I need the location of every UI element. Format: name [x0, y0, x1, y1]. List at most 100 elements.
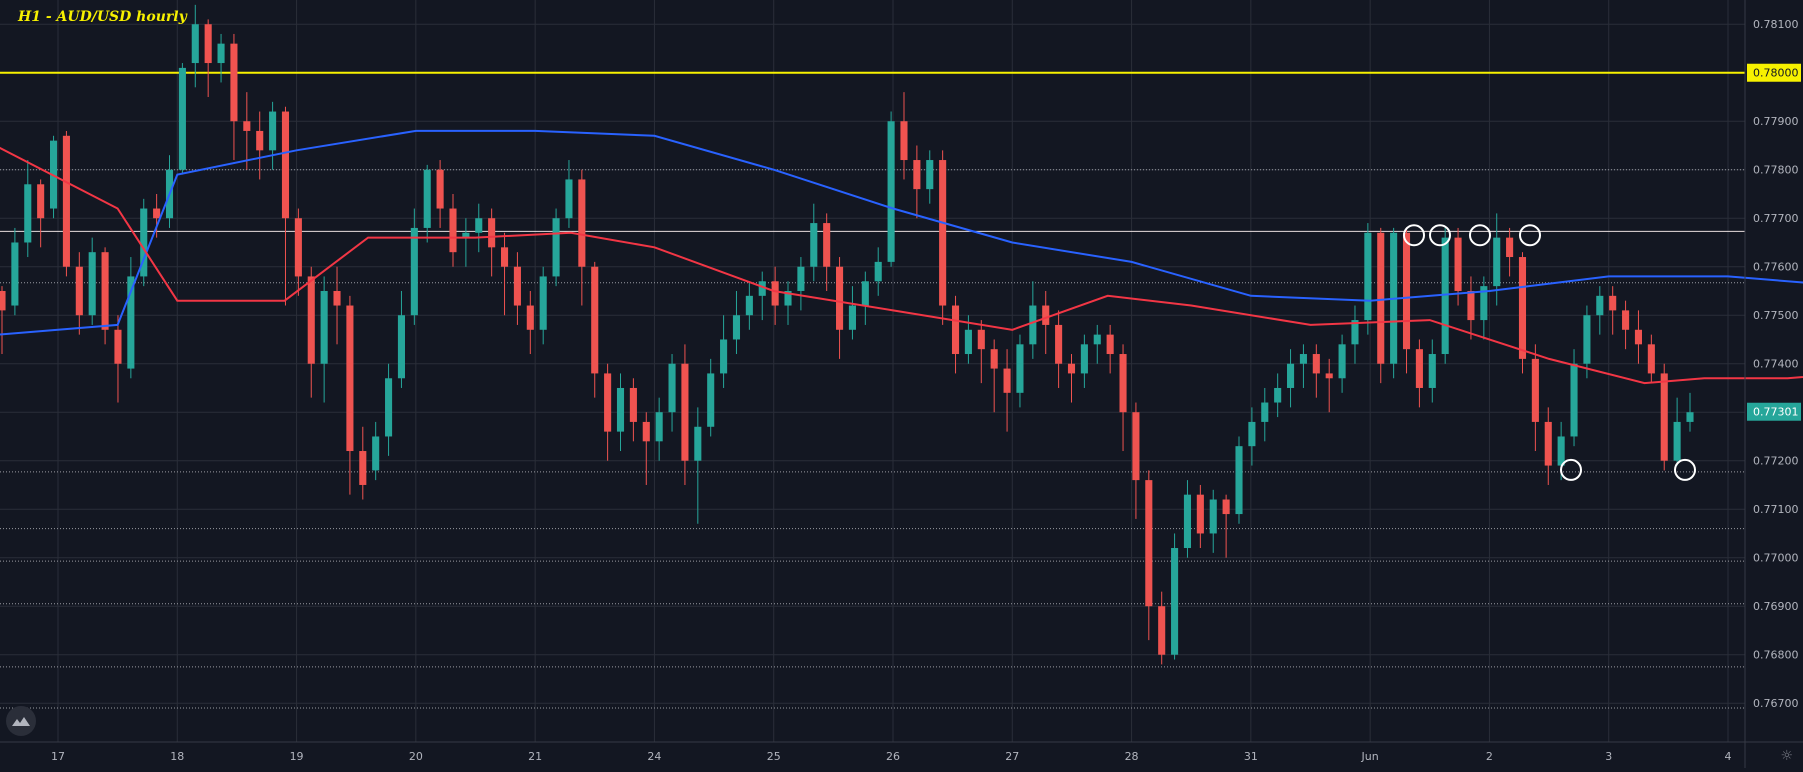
price-tick-label: 0.76800: [1753, 649, 1799, 662]
candle-up: [1351, 320, 1359, 345]
candle-up: [1183, 494, 1192, 549]
candle-down: [294, 218, 302, 277]
candle-down: [1660, 373, 1668, 461]
time-tick-label: 21: [528, 750, 542, 763]
candle-up: [926, 160, 934, 190]
candle-down: [1312, 354, 1320, 374]
candle-up: [1029, 305, 1037, 345]
candle-up: [552, 218, 560, 277]
candle-down: [1067, 363, 1076, 374]
candle-up: [720, 339, 728, 374]
time-tick-label: 27: [1005, 750, 1019, 763]
candle-down: [1222, 499, 1230, 515]
candle-down: [1196, 494, 1204, 534]
time-tick-label: 3: [1605, 750, 1612, 763]
candle-down: [101, 252, 109, 330]
candle-up: [848, 305, 856, 330]
candle-down: [75, 266, 83, 316]
time-axis[interactable]: 17 18 19 20 21 24 25 26 27 28 31 Jun 2 3 4: [0, 741, 1803, 763]
candle-up: [1686, 412, 1694, 422]
candle-down: [204, 24, 212, 64]
candle-down: [604, 373, 612, 432]
price-tick-label: 0.77600: [1753, 261, 1799, 274]
candle-down: [436, 169, 444, 209]
candle-up: [462, 232, 470, 238]
candle-down: [823, 223, 831, 267]
candle-down: [346, 305, 354, 452]
price-tick-label: 0.77400: [1753, 358, 1799, 371]
candle-up: [475, 218, 483, 233]
price-tick-label: 0.76700: [1753, 697, 1799, 710]
markers: [1403, 224, 1696, 481]
time-tick-label: Jun: [1361, 750, 1379, 763]
candle-down: [1132, 412, 1140, 481]
candle-down: [1106, 334, 1114, 355]
candle-down: [771, 281, 779, 306]
candle-up: [539, 276, 547, 330]
candle-up: [797, 266, 805, 291]
bottom-marker-circle: [1674, 458, 1696, 481]
candle-up: [1016, 344, 1024, 393]
candle-down: [1415, 349, 1423, 388]
candle-down: [1647, 344, 1655, 374]
top-marker-circle: [1519, 224, 1541, 247]
candle-down: [243, 121, 251, 131]
candle-down: [1622, 310, 1630, 330]
time-tick-label: 20: [409, 750, 423, 763]
candle-up: [24, 184, 32, 243]
candle-up: [810, 223, 818, 267]
candles: [0, 4, 1694, 665]
candle-down: [836, 266, 844, 330]
candle-up: [1493, 237, 1501, 287]
candle-up: [1248, 421, 1256, 447]
candle-down: [1609, 295, 1617, 311]
top-marker-circle: [1429, 224, 1451, 247]
candle-up: [694, 426, 702, 461]
price-tick-label: 0.77700: [1753, 212, 1799, 225]
candle-down: [256, 130, 264, 151]
candle-down: [37, 184, 45, 219]
candle-down: [1003, 368, 1011, 393]
candle-up: [11, 242, 19, 306]
candle-up: [874, 261, 882, 282]
candle-up: [1441, 237, 1449, 355]
candle-down: [900, 121, 908, 161]
candle-down: [1325, 373, 1333, 379]
gear-icon[interactable]: ☼: [1780, 748, 1793, 764]
candle-down: [281, 111, 290, 219]
price-axis[interactable]: 0.78100 0.78000 0.77900 0.77800 0.77700 0.776…: [1744, 0, 1801, 768]
candle-up: [191, 24, 199, 64]
time-tick-label: 28: [1125, 750, 1139, 763]
candle-down: [1634, 329, 1643, 345]
candle-down: [114, 329, 122, 364]
candle-up: [745, 295, 753, 316]
candle-down: [153, 208, 161, 219]
candle-down: [1402, 232, 1411, 350]
tradingview-logo-icon[interactable]: [6, 706, 36, 736]
candle-down: [1377, 232, 1385, 364]
candle-down: [1506, 237, 1514, 258]
candle-down: [1531, 358, 1539, 422]
candle-up: [127, 276, 135, 369]
candle-down: [1454, 237, 1462, 291]
candle-up: [1171, 548, 1179, 655]
last-price-badge: [1747, 402, 1801, 421]
moving-average-red: [0, 146, 1803, 385]
candle-down: [333, 290, 341, 306]
candle-down: [359, 451, 367, 485]
candle-up: [1583, 315, 1591, 364]
candle-up: [372, 436, 380, 471]
price-tick-label: 0.76900: [1753, 600, 1799, 613]
top-marker-circle: [1403, 224, 1425, 247]
candle-up: [1080, 344, 1088, 374]
candle-down: [951, 305, 960, 355]
price-tick-label: 0.77100: [1753, 503, 1799, 516]
candle-up: [1209, 499, 1217, 534]
candle-up: [1235, 446, 1243, 515]
candle-down: [62, 135, 70, 267]
candle-up: [964, 329, 972, 355]
candle-up: [140, 208, 148, 277]
price-tick-label: 0.77500: [1753, 309, 1799, 322]
